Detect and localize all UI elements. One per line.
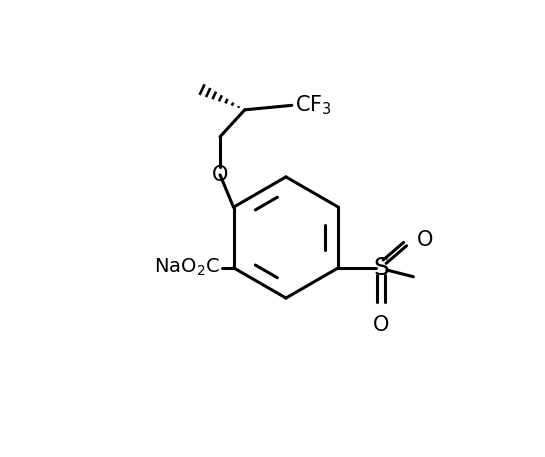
Text: NaO$_2$C: NaO$_2$C (154, 257, 220, 278)
Text: S: S (373, 256, 389, 280)
Text: O: O (373, 315, 389, 335)
Text: O: O (417, 230, 433, 250)
Text: CF$_3$: CF$_3$ (295, 94, 332, 117)
Text: O: O (212, 165, 228, 185)
